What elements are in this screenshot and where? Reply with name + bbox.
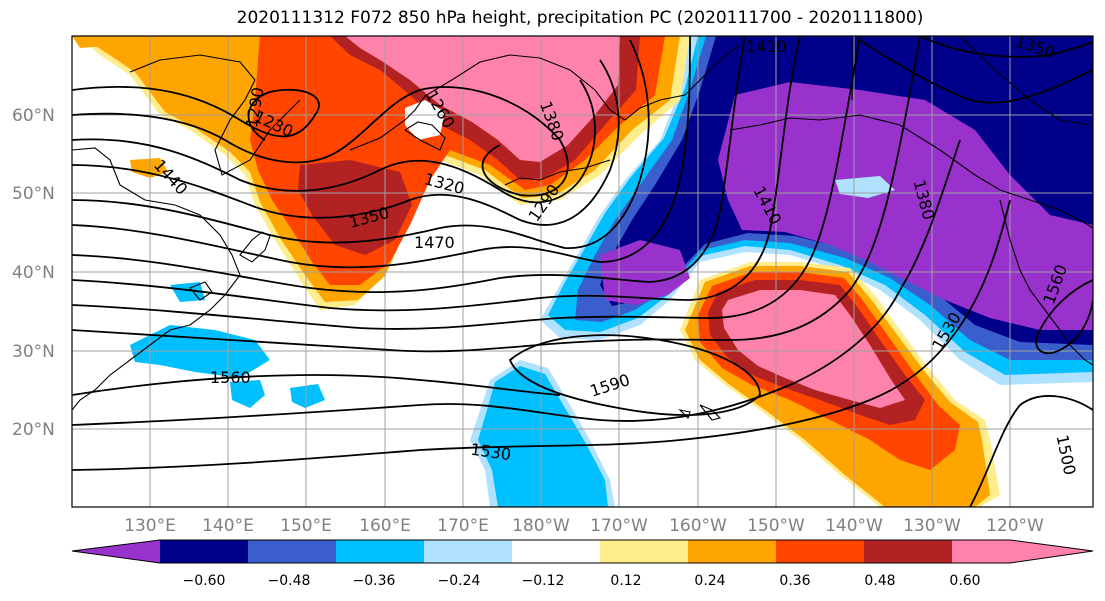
lon-label: 150°W	[747, 516, 805, 536]
colorbar-segment	[248, 540, 336, 563]
shade-darkred-north-2	[298, 160, 412, 255]
colorbar-tick: −0.36	[353, 573, 396, 589]
lon-label: 140°E	[202, 516, 254, 536]
lon-label: 140°W	[825, 516, 883, 536]
colorbar-segment	[864, 540, 952, 563]
colorbar-segment	[600, 540, 688, 563]
shade-purple-ne	[718, 82, 1093, 330]
map-title: 2020111312 F072 850 hPa height, precipit…	[236, 8, 924, 28]
lon-label: 150°E	[280, 516, 332, 536]
shade-cyan-west-2	[230, 380, 265, 408]
lat-label: 50°N	[12, 184, 55, 204]
colorbar-tick: 0.24	[694, 573, 725, 589]
colorbar-tick: −0.48	[268, 573, 311, 589]
colorbar-tick: −0.24	[438, 573, 481, 589]
colorbar-tick: 0.48	[864, 573, 895, 589]
gridlines	[72, 36, 1093, 507]
colorbar-segment	[1010, 540, 1093, 563]
colorbar-tick: −0.12	[522, 573, 565, 589]
colorbar-segment	[688, 540, 776, 563]
lon-label: 170°W	[590, 516, 648, 536]
lon-label: 180°W	[512, 516, 570, 536]
shade-cyan-west-3	[290, 384, 325, 408]
lon-label: 170°E	[437, 516, 489, 536]
colorbar-segment	[424, 540, 512, 563]
lon-label: 130°E	[124, 516, 176, 536]
height-contours	[72, 36, 1093, 507]
shade-orange-fleck-w	[130, 158, 168, 178]
shade-orange-fleck-nw	[72, 36, 110, 48]
contour-label: 1470	[414, 233, 455, 252]
colorbar-segment	[336, 540, 424, 563]
colorbar-segment	[160, 540, 248, 563]
longitude-axis: 130°E 140°E 150°E 160°E 170°E 180°W 170°…	[124, 516, 1044, 536]
lat-label: 40°N	[12, 263, 55, 283]
lat-label: 20°N	[12, 420, 55, 440]
colorbar-segment	[72, 540, 160, 563]
lon-label: 160°E	[359, 516, 411, 536]
colorbar: −0.60 −0.48 −0.36 −0.24 −0.12 0.12 0.24 …	[71, 539, 1094, 589]
colorbar-tick: 0.12	[610, 573, 641, 589]
lat-label: 60°N	[12, 106, 55, 126]
colorbar-tick: 0.36	[779, 573, 810, 589]
contour-label: 1560	[210, 368, 251, 387]
map-frame	[71, 35, 1094, 508]
lon-label: 130°W	[903, 516, 961, 536]
lon-label: 120°W	[986, 516, 1044, 536]
shade-cyan-west-4	[170, 282, 205, 302]
contour-label: 1410	[746, 37, 787, 56]
latitude-axis: 60°N 50°N 40°N 30°N 20°N	[12, 106, 55, 440]
shade-cyan-central	[478, 366, 608, 507]
colorbar-outline	[71, 539, 1094, 564]
colorbar-segment	[952, 540, 1010, 563]
map-panel: 1410 1350 1290 1230 1260 1380 1320 1290 …	[72, 36, 1093, 507]
colorbar-segment	[512, 540, 600, 563]
lon-label: 160°W	[669, 516, 727, 536]
shade-pink-south	[722, 290, 905, 408]
colorbar-tick: 0.60	[949, 573, 980, 589]
colorbar-segment	[776, 540, 864, 563]
colorbar-tick: −0.60	[183, 573, 226, 589]
lat-label: 30°N	[12, 342, 55, 362]
coastlines	[72, 36, 1093, 421]
